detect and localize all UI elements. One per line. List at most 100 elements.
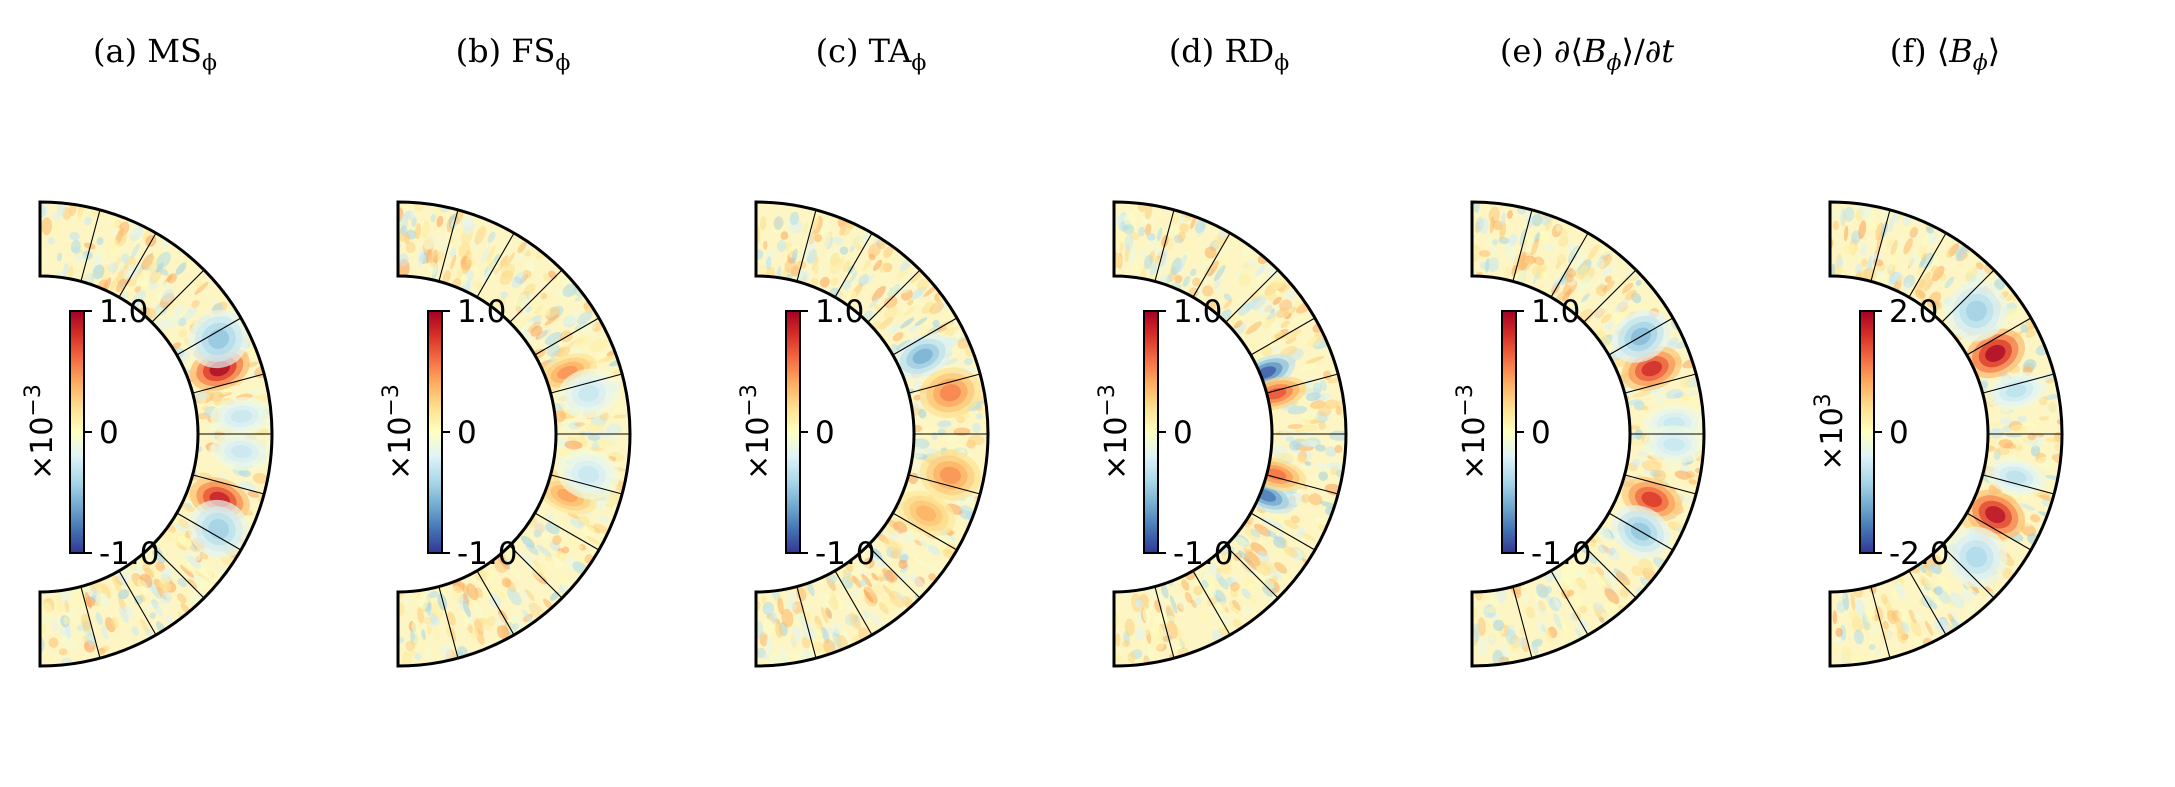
colorbar-min-label: -1.0 (1531, 536, 1592, 572)
colorbar-mid-label: 0 (457, 415, 477, 451)
latitude-line (118, 232, 157, 298)
panel-c: (c) TAϕ 1.0 0 -1.0 ×10−3 (737, 32, 990, 668)
colorbar-scale-label: ×10−3 (21, 384, 60, 480)
latitude-line (80, 209, 101, 282)
latitude-line (509, 269, 563, 323)
colorbar-min-label: -1.0 (457, 536, 518, 572)
latitude-line (1608, 317, 1674, 356)
latitude-line (1982, 474, 2055, 495)
colorbar-mid-label: 0 (1173, 415, 1193, 451)
colorbar-mid-label: 0 (815, 415, 835, 451)
panel-d: (d) RDϕ 1.0 0 -1.0 ×10−3 (1095, 32, 1348, 668)
panel-title: (e) ∂⟨Bϕ⟩/∂t (1500, 32, 1674, 76)
latitude-line (1266, 373, 1339, 394)
latitude-line (834, 232, 873, 298)
shell-outline (1112, 200, 1348, 668)
shell-outline (1828, 200, 2064, 668)
colorbar-min-label: -2.0 (1889, 536, 1950, 572)
latitude-line (118, 570, 157, 636)
latitude-line (1550, 570, 1589, 636)
colorbar-max-label: 1.0 (1531, 294, 1580, 330)
shell-outline (754, 200, 990, 668)
latitude-line (1250, 317, 1316, 356)
latitude-line (438, 209, 459, 282)
colorbar-mid-label: 0 (99, 415, 119, 451)
latitude-line (1154, 586, 1175, 659)
colorbar: 1.0 0 -1.0 ×10−3 (379, 294, 518, 572)
latitude-line (1624, 373, 1697, 394)
latitude-line (1908, 232, 1947, 298)
latitude-line (1266, 474, 1339, 495)
shell-field (1472, 202, 1704, 666)
shell-outline (1470, 200, 1706, 668)
latitude-line (1583, 269, 1637, 323)
latitude-line (892, 317, 958, 356)
colorbar: 1.0 0 -1.0 ×10−3 (1453, 294, 1592, 572)
latitude-line (192, 474, 265, 495)
colorbar-max-label: 1.0 (1173, 294, 1222, 330)
latitude-line (438, 586, 459, 659)
latitude-line (476, 232, 515, 298)
latitude-line (1870, 586, 1891, 659)
panel-f: (f) ⟨Bϕ⟩ 2.0 0 -2.0 ×103 (1811, 32, 2064, 668)
colorbar-max-label: 2.0 (1889, 294, 1938, 330)
colorbar: 1.0 0 -1.0 ×10−3 (21, 294, 160, 572)
shell-field (756, 202, 988, 666)
latitude-line (908, 373, 981, 394)
latitude-line (1250, 512, 1316, 551)
latitude-line (1870, 209, 1891, 282)
latitude-line (534, 512, 600, 551)
panel-a: (a) MSϕ 1.0 0 -1.0 ×10−3 (21, 32, 274, 668)
panel-e: (e) ∂⟨Bϕ⟩/∂t 1.0 0 -1.0 ×10−3 (1453, 32, 1706, 668)
latitude-line (151, 545, 205, 599)
colorbar-min-label: -1.0 (815, 536, 876, 572)
latitude-line (151, 269, 205, 323)
latitude-line (1908, 570, 1947, 636)
shell-field (398, 202, 630, 666)
latitude-line (1583, 545, 1637, 599)
latitude-line (834, 570, 873, 636)
colorbar-mid-label: 0 (1531, 415, 1551, 451)
latitude-line (867, 545, 921, 599)
colorbar-min-label: -1.0 (1173, 536, 1234, 572)
colorbar: 1.0 0 -1.0 ×10−3 (1095, 294, 1234, 572)
colorbar-scale-label: ×103 (1811, 393, 1850, 470)
panel-title: (f) ⟨Bϕ⟩ (1890, 32, 2000, 76)
latitude-line (1608, 512, 1674, 551)
shell-outline (396, 200, 632, 668)
latitude-line (908, 474, 981, 495)
colorbar-scale-label: ×10−3 (379, 384, 418, 480)
latitude-line (892, 512, 958, 551)
latitude-line (796, 586, 817, 659)
colorbar-max-label: 1.0 (99, 294, 148, 330)
latitude-line (1624, 474, 1697, 495)
latitude-line (476, 570, 515, 636)
colorbar: 1.0 0 -1.0 ×10−3 (737, 294, 876, 572)
panel-title: (d) RDϕ (1169, 32, 1289, 76)
latitude-line (796, 209, 817, 282)
latitude-line (1512, 586, 1533, 659)
colorbar-mid-label: 0 (1889, 415, 1909, 451)
latitude-line (176, 317, 242, 356)
latitude-line (1225, 269, 1279, 323)
shell-outline (38, 200, 274, 668)
latitude-line (1966, 512, 2032, 551)
latitude-line (1941, 269, 1995, 323)
latitude-line (550, 474, 623, 495)
colorbar-scale-label: ×10−3 (737, 384, 776, 480)
latitude-line (1550, 232, 1589, 298)
latitude-line (1512, 209, 1533, 282)
colorbar-min-label: -1.0 (99, 536, 160, 572)
panel-b: (b) FSϕ 1.0 0 -1.0 ×10−3 (379, 32, 632, 668)
panel-title: (a) MSϕ (93, 32, 217, 76)
colorbar-scale-label: ×10−3 (1453, 384, 1492, 480)
latitude-line (1225, 545, 1279, 599)
panel-title: (b) FSϕ (456, 32, 571, 76)
latitude-line (1966, 317, 2032, 356)
latitude-line (1941, 545, 1995, 599)
colorbar: 2.0 0 -2.0 ×103 (1811, 294, 1950, 572)
colorbar-max-label: 1.0 (457, 294, 506, 330)
latitude-line (1982, 373, 2055, 394)
latitude-line (1192, 570, 1231, 636)
